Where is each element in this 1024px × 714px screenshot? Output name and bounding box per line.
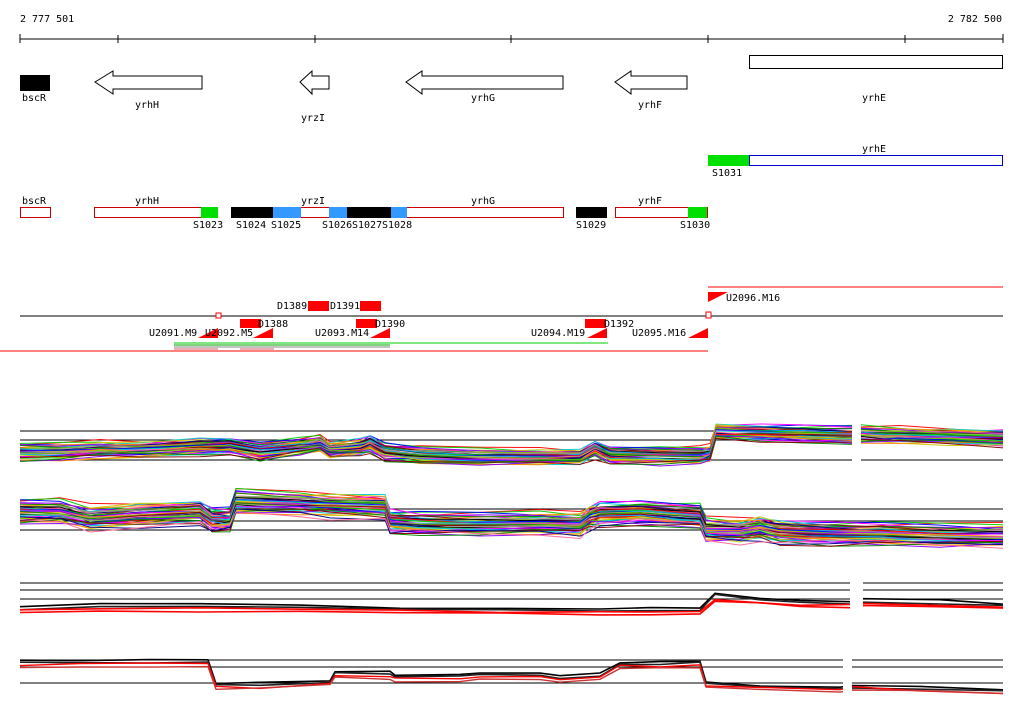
feature-U2095-label: U2095.M16 xyxy=(632,328,686,339)
segment-S1030[interactable] xyxy=(688,207,707,218)
feature-D1391[interactable] xyxy=(360,301,381,311)
seg-gene-yrzI-label: yrzI xyxy=(301,196,325,207)
track2-gene-label: yrhE xyxy=(862,144,886,155)
segment-S1025[interactable] xyxy=(273,207,301,218)
gene-yrzI-arrow[interactable] xyxy=(299,69,330,96)
track-d-gap xyxy=(843,654,852,694)
segment-track-yrhE: yrhE S1031 xyxy=(708,144,1003,179)
expression-line xyxy=(19,662,1004,695)
feature-U2096-marker[interactable] xyxy=(708,292,728,302)
expression-line xyxy=(19,434,1004,466)
expression-line xyxy=(19,424,1004,454)
segment-S1024[interactable] xyxy=(231,207,273,218)
feature-U2096-tick xyxy=(705,311,712,319)
segment-S1027-label: S1027 xyxy=(352,220,382,231)
expression-lines-d xyxy=(19,658,1004,695)
expression-line xyxy=(19,506,1004,543)
track2-segment-label: S1031 xyxy=(712,168,742,179)
segment-S1028[interactable] xyxy=(391,207,407,218)
segment-S1029-label: S1029 xyxy=(576,220,606,231)
feature-U2091-label: U2091.M9 xyxy=(149,328,197,339)
expression-line xyxy=(19,437,1004,463)
gene-yrhE-outline[interactable] xyxy=(749,155,1003,166)
seg-gene-bscR-label: bscR xyxy=(22,196,47,207)
feature-U2093-marker[interactable] xyxy=(370,328,390,338)
segment-S1029[interactable] xyxy=(576,207,607,218)
gene-yrhE-label: yrhE xyxy=(862,93,886,104)
segment-S1023[interactable] xyxy=(201,207,218,218)
feature-D1389[interactable] xyxy=(308,301,329,311)
expression-track-b xyxy=(19,487,1004,549)
segment-S1024-label: S1024 xyxy=(236,220,266,231)
gene-yrhH-label: yrhH xyxy=(135,100,159,111)
seg-gene-yrhG-label: yrhG xyxy=(471,196,495,207)
feature-D1392-label: D1392 xyxy=(604,319,634,330)
segment-S1023-label: S1023 xyxy=(193,220,223,231)
expression-track-c xyxy=(19,578,1004,616)
gene-yrhG-arrow[interactable] xyxy=(405,70,564,95)
feature-D1389-label: D1389 xyxy=(277,301,307,312)
segment-S1027[interactable] xyxy=(347,207,391,218)
segment-track: bscR yrhH yrzI yrhG yrhF S1023 S1024 S10… xyxy=(20,196,710,231)
gene-bscR-block[interactable] xyxy=(20,75,50,91)
expression-track-a xyxy=(19,402,1004,467)
feature-D1390-label: D1390 xyxy=(375,319,405,330)
seg-gene-yrhF[interactable] xyxy=(615,207,708,218)
feature-U2091-tick xyxy=(215,312,222,319)
track-c-gap xyxy=(850,578,863,612)
segment-S1030-label: S1030 xyxy=(680,220,710,231)
feature-D1391-label: D1391 xyxy=(330,301,360,312)
gene-yrhF-label: yrhF xyxy=(638,100,662,111)
feature-U2091-marker[interactable] xyxy=(198,328,218,338)
feature-D1392[interactable] xyxy=(585,319,606,328)
gene-yrzI-label: yrzI xyxy=(301,113,325,124)
segment-S1025-label: S1025 xyxy=(271,220,301,231)
segment-S1026[interactable] xyxy=(329,207,347,218)
gene-bscR-label: bscR xyxy=(22,93,47,104)
gene-track: bscR yrhH yrzI yrhG yrhF yrhE xyxy=(20,55,1003,124)
ruler-end-label: 2 782 500 xyxy=(948,14,1002,25)
expression-track-d xyxy=(19,654,1004,695)
feature-U2092-marker[interactable] xyxy=(253,328,273,338)
feature-U2095-marker[interactable] xyxy=(688,328,708,338)
feature-U2093-label: U2093.M14 xyxy=(315,328,369,339)
feature-U2094-marker[interactable] xyxy=(587,328,607,338)
expression-line xyxy=(19,509,1004,548)
segment-S1028-label: S1028 xyxy=(382,220,412,231)
seg-gene-bscR[interactable] xyxy=(20,207,51,218)
gene-yrhF-arrow[interactable] xyxy=(614,70,688,95)
expression-line xyxy=(19,437,1004,465)
expression-line xyxy=(19,665,1004,695)
expression-line xyxy=(19,510,1004,549)
track-a-gap xyxy=(852,402,861,464)
expression-lines-b xyxy=(19,487,1004,549)
coordinate-ruler: 2 777 501 2 782 500 xyxy=(19,14,1004,43)
gene-yrhG-label: yrhG xyxy=(471,93,495,104)
feature-track: D1389 D1391 D1388 D1390 D1392 U2091.M9 U… xyxy=(0,286,1003,352)
feature-D1388[interactable] xyxy=(240,319,261,328)
expression-line xyxy=(19,508,1004,546)
seg-gene-yrhH[interactable] xyxy=(94,207,218,218)
expression-lines-a xyxy=(19,423,1004,467)
seg-gene-yrhF-label: yrhF xyxy=(638,196,662,207)
gene-yrhH-arrow[interactable] xyxy=(94,70,203,95)
feature-U2096-label: U2096.M16 xyxy=(726,293,780,304)
ruler-start-label: 2 777 501 xyxy=(20,14,74,25)
expression-line xyxy=(19,435,1004,467)
feature-U2092-label: U2092.M5 xyxy=(205,328,253,339)
segment-S1026-label: S1026 xyxy=(322,220,352,231)
gene-yrhE-box[interactable] xyxy=(749,55,1003,69)
segment-S1031[interactable] xyxy=(708,155,749,166)
seg-gene-yrhH-label: yrhH xyxy=(135,196,159,207)
feature-U2094-label: U2094.M19 xyxy=(531,328,585,339)
expression-line xyxy=(19,508,1004,547)
feature-D1388-label: D1388 xyxy=(258,319,288,330)
feature-D1390[interactable] xyxy=(356,319,377,328)
